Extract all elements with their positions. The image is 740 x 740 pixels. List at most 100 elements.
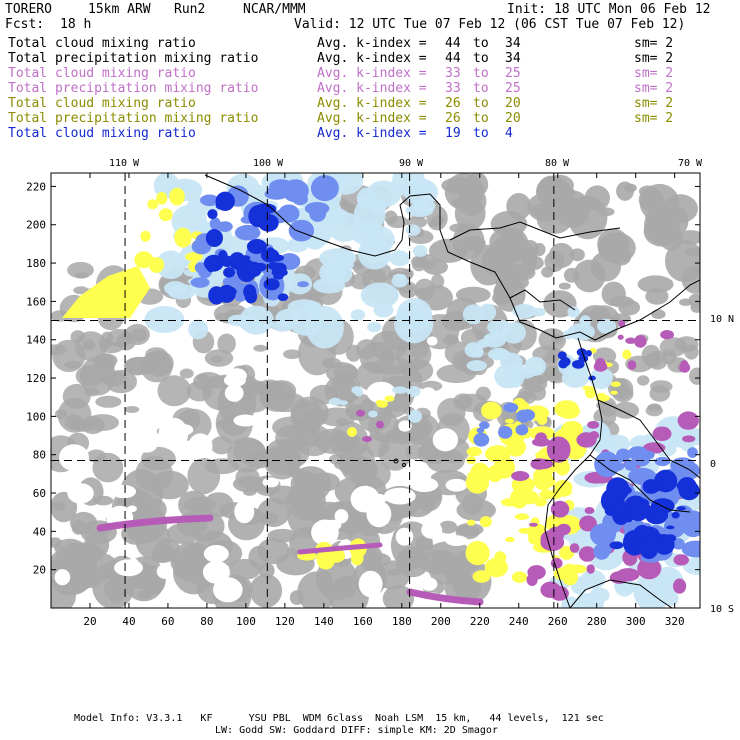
cloud-mid-blue-patch [304,202,330,215]
field-name: Total cloud mixing ratio [8,36,196,51]
cloud-gray-patch [307,421,320,436]
y-tick-label: 180 [26,257,46,270]
field-name: Total precipitation mixing ratio [8,51,259,66]
cloud-dark-blue-patch [666,525,675,530]
cloud-mid-blue-patch [191,238,212,255]
cloud-gray-patch [645,404,663,417]
y-tick-label: 20 [33,564,46,577]
field-name: Total cloud mixing ratio [8,126,196,141]
cloud-mid-blue-patch [190,277,210,288]
field-k-from: 26 [445,111,461,126]
organization: NCAR/MMM [243,2,306,17]
magenta-patch [540,581,561,598]
cloud-light-blue-patch [350,309,366,321]
y-tick-label: 140 [26,334,46,347]
magenta-patch [616,568,640,582]
clear-sky-patch [358,570,383,598]
cloud-dark-blue-patch [267,261,280,270]
cloud-gray-patch [203,492,234,518]
y-tick-label: 220 [26,180,46,193]
cloud-gray-patch [74,272,89,279]
cloud-dark-blue-patch [650,480,664,489]
magenta-patch [634,335,647,348]
clear-sky-patch [234,500,255,524]
clear-sky-patch [170,423,194,436]
field-to: to [473,111,489,126]
magenta-patch [586,564,595,574]
longitude-label: 70 W [678,158,703,169]
clear-sky-patch [213,577,243,603]
cloud-gray-patch [329,453,346,465]
model-info: Model Info: V3.3.1 KF YSU PBL WDM 6class… [74,713,604,724]
run-label: Run2 [174,2,206,17]
magenta-band [96,514,214,532]
clear-sky-patch [420,387,437,402]
cloud-mid-blue-patch [681,540,700,558]
yellow-patch [467,519,476,526]
cloud-light-blue-patch [501,322,526,344]
cloud-light-blue-patch [597,318,617,334]
cloud-mid-blue-patch [654,456,671,467]
cloud-dark-blue-patch [271,268,288,277]
cloud-light-blue-patch [188,319,209,340]
init-time: Init: 18 UTC Mon 06 Feb 12 [507,2,711,17]
cloud-gray-patch [310,472,340,492]
cloud-gray-patch [63,360,82,369]
cloud-gray-patch [293,471,319,490]
yellow-patch [527,528,539,540]
cloud-dark-blue-patch [263,278,280,291]
cloud-gray-patch [178,490,210,519]
clear-sky-patch [445,478,468,492]
cloud-light-blue-patch [167,284,196,300]
cloud-gray-patch [105,369,137,394]
cloud-mid-blue-patch [310,175,339,202]
cloud-dark-blue-patch [205,229,223,247]
field-smoothing: sm= 2 [634,81,674,96]
cloud-gray-patch [429,541,470,561]
cloud-gray-patch [584,185,610,211]
cloud-gray-patch [638,185,657,198]
cloud-gray-patch [70,418,95,432]
clear-sky-patch [432,428,459,452]
cloud-light-blue-patch [567,306,580,318]
cloud-gray-patch [267,528,298,543]
yellow-patch [466,446,482,457]
y-tick-label: 120 [26,372,46,385]
cloud-mid-blue-patch [244,226,260,239]
cloud-light-blue-patch [339,400,349,406]
field-k-to: 34 [505,51,521,66]
clear-sky-patch [426,336,438,346]
cloud-mid-blue-patch [266,187,279,195]
cloud-dark-blue-patch [218,250,228,261]
cloud-mid-blue-patch [590,523,616,546]
cloud-light-blue-patch [466,360,487,372]
field-to: to [473,96,489,111]
yellow-patch [134,251,154,269]
clear-sky-patch [203,545,229,563]
cloud-gray-patch [544,251,565,273]
cloud-mid-blue-patch [476,427,485,434]
field-k-from: 19 [445,126,461,141]
field-smoothing: sm= 2 [634,111,674,126]
cloud-gray-patch [637,275,674,294]
yellow-patch [347,427,357,437]
cloud-gray-patch [558,282,571,290]
x-tick-label: 300 [626,615,646,628]
cloud-dark-blue-patch [207,209,218,220]
cloud-gray-patch [342,584,356,598]
yellow-patch [511,571,528,583]
cloud-light-blue-patch [389,250,411,267]
yellow-patch [518,527,531,534]
cloud-gray-patch [248,545,269,570]
x-tick-label: 260 [548,615,568,628]
yellow-patch [537,414,548,426]
cloud-light-blue-patch [561,596,579,608]
cloud-dark-blue-patch [229,252,246,270]
clear-sky-patch [128,558,139,570]
cloud-mid-blue-patch [674,460,689,478]
yellow-patch [384,395,395,402]
cloud-gray-patch [415,536,433,552]
cloud-gray-patch [541,266,554,278]
field-index-label: Avg. k-index = [317,36,427,51]
cloud-gray-patch [659,337,688,357]
